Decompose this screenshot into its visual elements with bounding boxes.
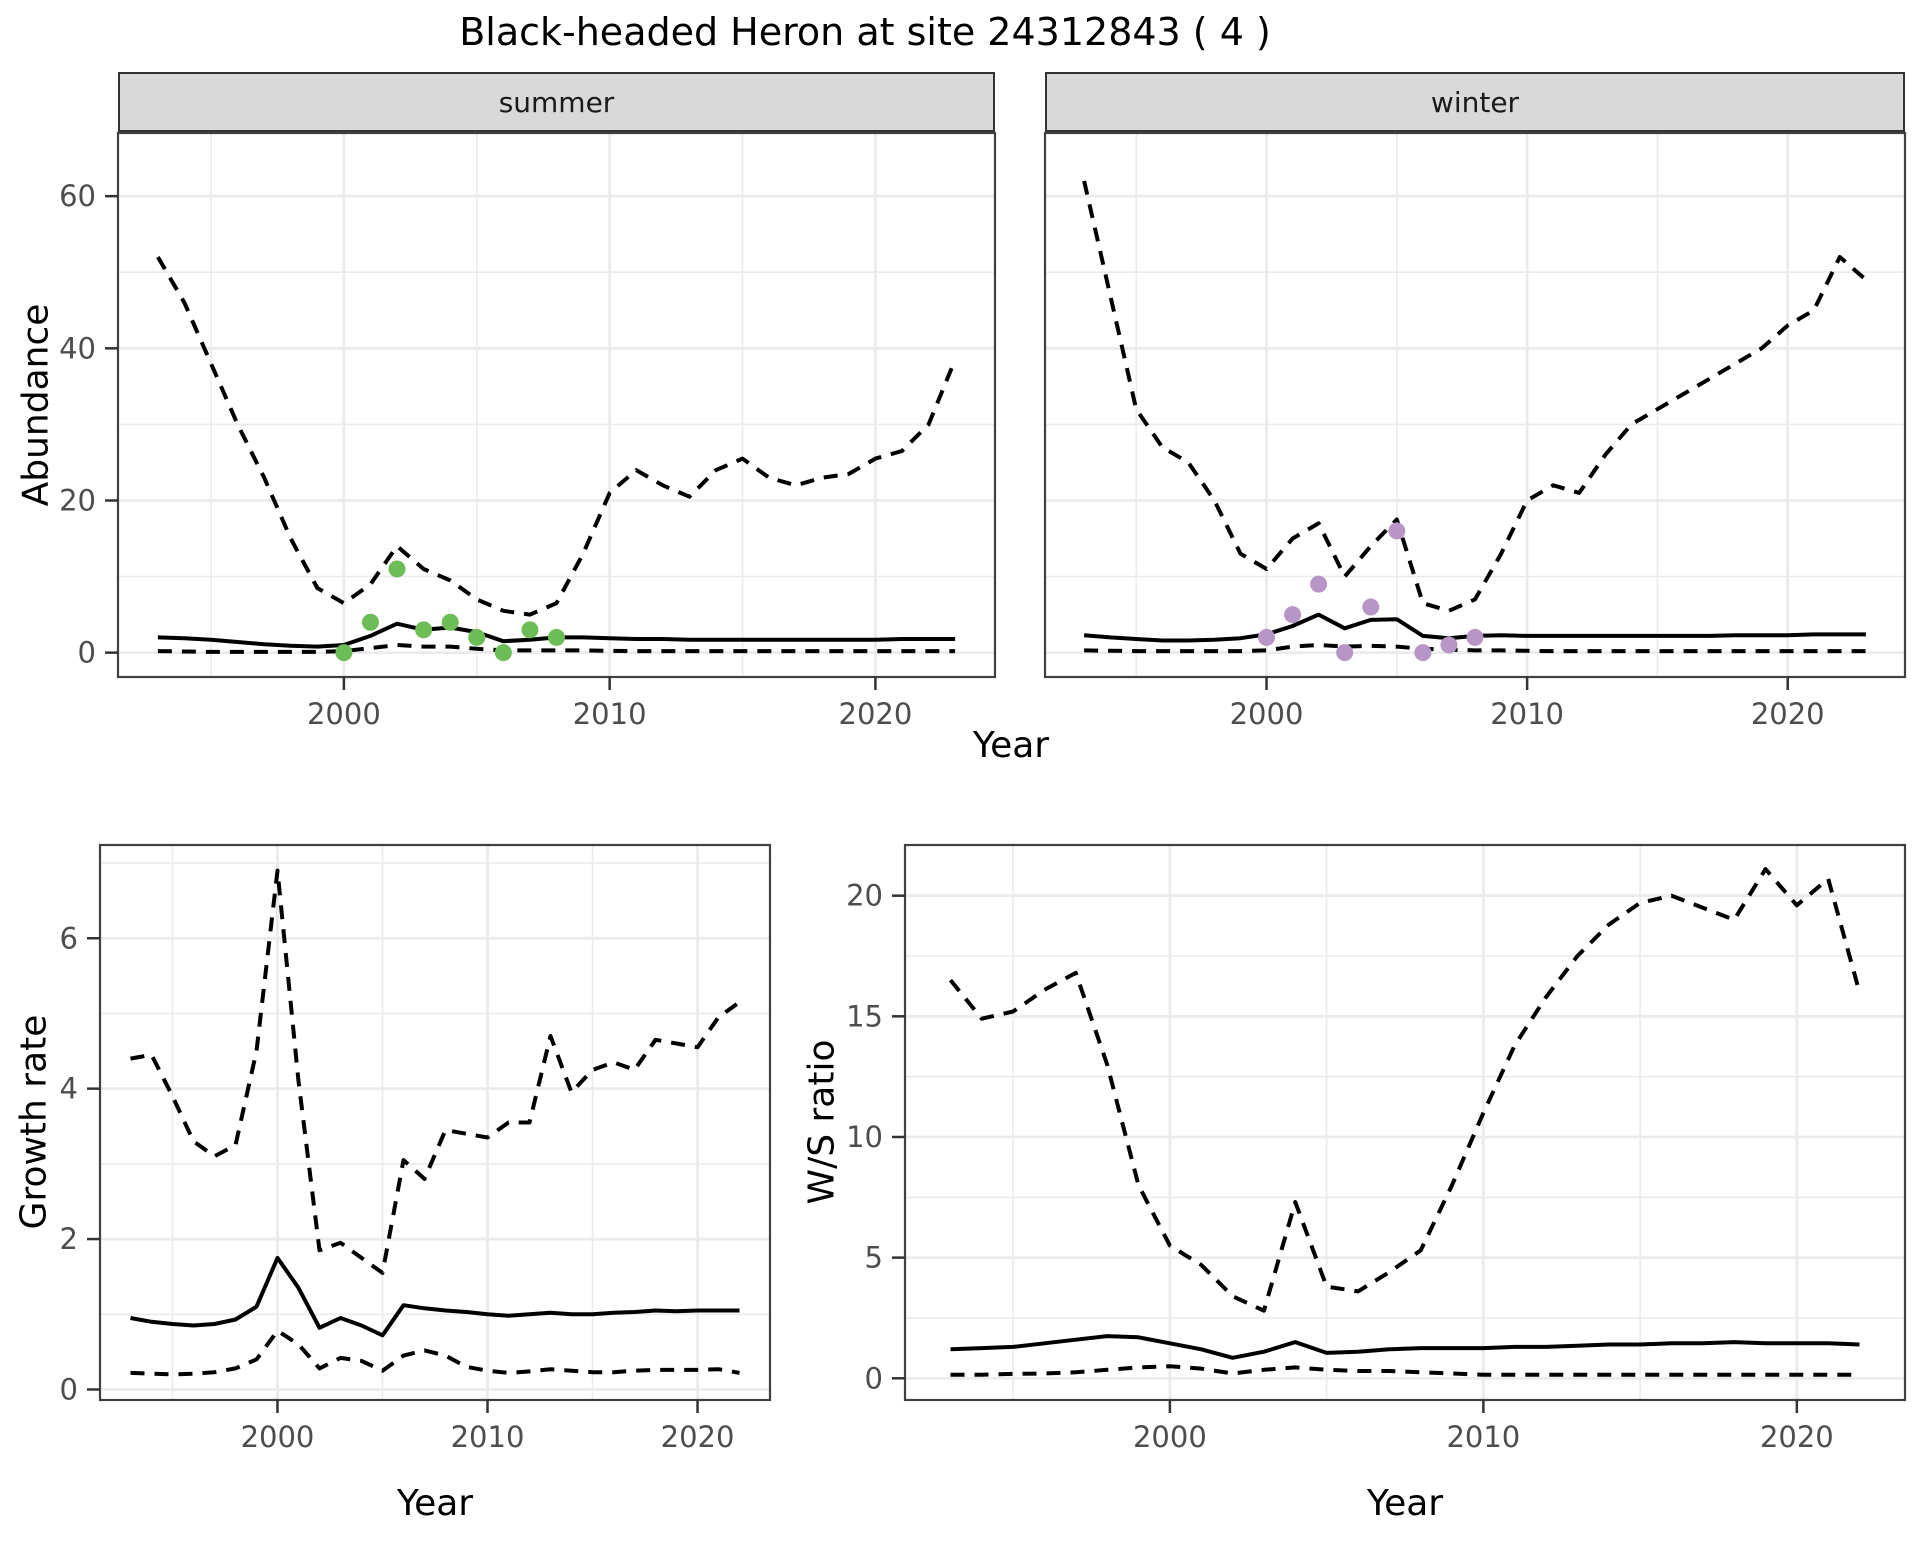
fit-line <box>950 1334 1860 1360</box>
summer-observations-point <box>415 621 433 639</box>
y-tick-label: 6 <box>60 921 78 955</box>
x-tick-label: 2010 <box>1446 1420 1520 1454</box>
lower_ci-line <box>130 1328 740 1377</box>
facet-strip-winter: winter <box>1045 72 1905 132</box>
x-tick-label: 2000 <box>241 1420 315 1454</box>
facet-strip-summer: summer <box>118 72 995 132</box>
x-tick-label: 2020 <box>839 697 913 731</box>
y-tick-label: 60 <box>59 179 96 213</box>
y-tick-label: 4 <box>60 1072 78 1106</box>
facet-strip-summer-label: summer <box>498 85 615 119</box>
summer-observations-point <box>548 628 565 646</box>
x-tick-label: 2010 <box>1490 697 1564 731</box>
y-tick-label: 2 <box>60 1222 78 1256</box>
panel-background <box>118 133 995 677</box>
y-tick-label: 20 <box>59 483 96 517</box>
upper_ci-line <box>156 255 957 617</box>
fit-line <box>130 1255 740 1338</box>
winter-observations-point <box>1440 636 1458 654</box>
abundance-axis-title: Abundance <box>15 303 57 507</box>
summer-observations-point <box>335 644 353 662</box>
x-tick-label: 2000 <box>307 697 381 731</box>
panel-background <box>100 845 770 1400</box>
winter-observations-point <box>1336 644 1354 662</box>
y-tick-label: 0 <box>865 1361 883 1395</box>
summer-observations-point <box>361 613 379 631</box>
winter-observations-point <box>1310 575 1328 593</box>
winter-observations-point <box>1414 644 1432 662</box>
summer-observations-point <box>441 613 459 631</box>
figure-title: Black-headed Heron at site 24312843 ( 4 … <box>459 10 1271 54</box>
panel-background <box>1045 133 1905 677</box>
growth-year-axis-title: Year <box>396 1483 474 1524</box>
upper_ci-line <box>130 868 741 1275</box>
ws-ratio-axis-title: W/S ratio <box>801 1039 843 1205</box>
lower_ci-line <box>950 1364 1860 1377</box>
ws-year-axis-title: Year <box>1366 1483 1444 1524</box>
panel-border <box>1043 131 1907 679</box>
y-tick-label: 5 <box>865 1241 883 1275</box>
panel-border <box>116 131 997 679</box>
x-tick-label: 2010 <box>573 697 647 731</box>
y-tick-label: 0 <box>78 636 96 670</box>
y-tick-label: 15 <box>846 999 883 1033</box>
winter-observations-point <box>1284 606 1302 624</box>
x-tick-label: 2000 <box>1133 1420 1207 1454</box>
panel-background <box>905 845 1905 1400</box>
lower_ci-line <box>1084 643 1866 654</box>
upper_ci-line <box>1082 180 1868 613</box>
summer-observations-point <box>388 560 406 578</box>
winter-observations-point <box>1258 628 1276 646</box>
summer-observations-point <box>494 644 512 662</box>
top-year-axis-title: Year <box>972 725 1050 766</box>
panel-border <box>903 843 1907 1402</box>
facet-strip-winter-label: winter <box>1430 85 1520 119</box>
summer-observations-point <box>521 621 539 639</box>
y-tick-label: 40 <box>59 331 96 365</box>
upper_ci-line <box>948 867 1862 1313</box>
x-tick-label: 2020 <box>1751 697 1825 731</box>
winter-observations-point <box>1466 628 1484 646</box>
y-tick-label: 0 <box>60 1372 78 1406</box>
winter-observations-point <box>1388 522 1406 540</box>
x-tick-label: 2010 <box>451 1420 525 1454</box>
x-tick-label: 2020 <box>1760 1420 1834 1454</box>
x-tick-label: 2000 <box>1230 697 1304 731</box>
y-tick-label: 20 <box>846 879 883 913</box>
growth-rate-axis-title: Growth rate <box>13 1014 55 1230</box>
lower_ci-line <box>157 643 956 654</box>
x-tick-label: 2020 <box>661 1420 735 1454</box>
panel-border <box>98 843 772 1402</box>
summer-observations-point <box>468 628 486 646</box>
winter-observations-point <box>1362 598 1380 616</box>
y-tick-label: 10 <box>846 1120 883 1154</box>
